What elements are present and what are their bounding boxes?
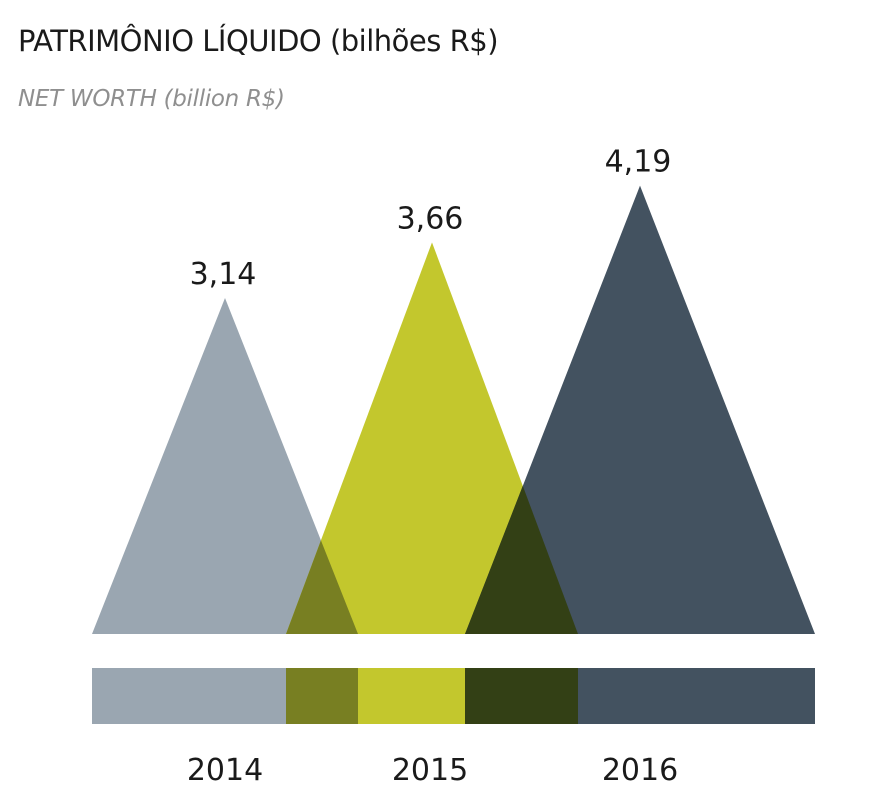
legend-bar-2016: [578, 668, 815, 724]
category-label-2015: 2015: [392, 753, 468, 788]
legend-bar-2015: [358, 668, 465, 724]
legend-bar-2014: [92, 668, 286, 724]
chart-title: PATRIMÔNIO LÍQUIDO (bilhões R$): [18, 24, 499, 58]
triangle-2016: [465, 185, 815, 635]
category-label-2014: 2014: [187, 753, 263, 788]
value-label-2014: 3,14: [190, 257, 257, 292]
legend-bar-overlap-2: [465, 668, 578, 724]
value-label-2016: 4,19: [605, 145, 672, 180]
overlap-2014-2015: [286, 540, 358, 634]
category-label-2016: 2016: [602, 753, 678, 788]
chart-subtitle: NET WORTH (billion R$): [18, 86, 285, 112]
value-label-2015: 3,66: [397, 201, 464, 236]
legend-bar-overlap-1: [286, 668, 358, 724]
overlap-2015-2016: [465, 485, 578, 634]
triangle-2014: [92, 298, 358, 634]
